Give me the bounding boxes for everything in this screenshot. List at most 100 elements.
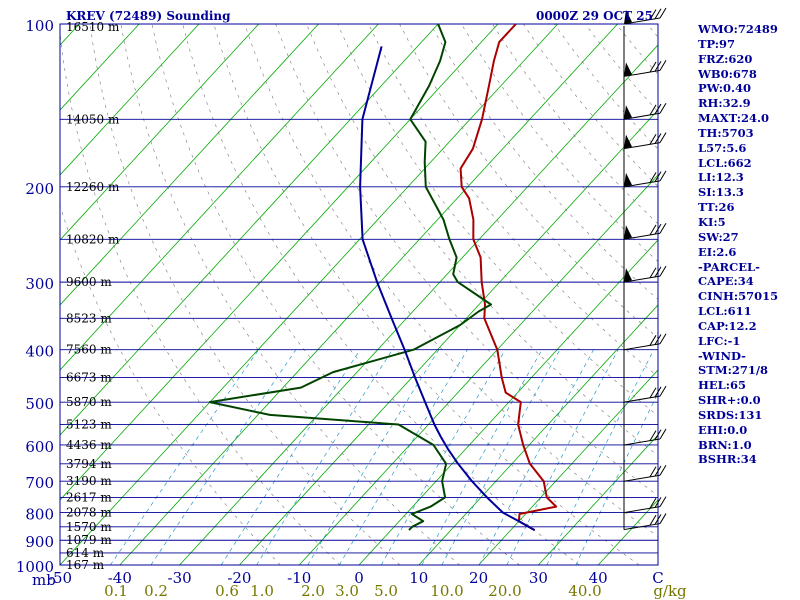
mixing-ratio-label: 5.0 (374, 582, 398, 600)
isotherm-line (298, 174, 658, 565)
height-label: 6673 m (66, 370, 112, 384)
sounding-series (208, 24, 558, 531)
wind-barb (623, 385, 667, 403)
temperature-tick-label: 10 (409, 569, 428, 587)
temperature-tick-label: C (652, 569, 663, 587)
isotherm-line (60, 24, 200, 176)
mixing-ratio-line (220, 349, 361, 565)
height-label: 3794 m (66, 457, 112, 471)
index-item: LCL:611 (698, 304, 752, 319)
isotherm-line (60, 24, 379, 371)
dewpoint-line (208, 24, 492, 531)
mixing-ratio-line (380, 349, 506, 565)
index-item: RH:32.9 (698, 96, 751, 111)
isotherm-line (478, 369, 658, 565)
index-item: EHI:0.0 (698, 422, 748, 437)
index-item: CINH:57015 (698, 289, 779, 304)
temperature-tick-label: -50 (48, 569, 72, 587)
index-item: LCL:662 (698, 155, 752, 170)
isotherm-line (119, 24, 618, 565)
mixing-ratio-label: 20.0 (488, 582, 521, 600)
pressure-tick-label: 600 (25, 438, 54, 456)
dry-adiabat-line (244, 24, 658, 537)
isotherm-line (60, 24, 559, 565)
pressure-tick-label: 1000 (16, 558, 54, 576)
temperature-tick-label: -40 (108, 569, 132, 587)
index-item: FRZ:620 (698, 51, 753, 66)
wind-barb (623, 60, 667, 77)
index-item: HEL:65 (698, 378, 746, 393)
mixing-ratio-line (150, 349, 297, 565)
index-item: EI:2.6 (698, 244, 737, 259)
plot-axes (59, 23, 659, 566)
index-item: SW:27 (698, 229, 739, 244)
index-item: CAP:12.2 (698, 318, 757, 333)
temperature-tick-label: 0 (354, 569, 364, 587)
isotherm-line (418, 304, 658, 565)
wind-barb (623, 7, 667, 25)
index-item: SHR+:0.0 (698, 393, 761, 408)
pressure-tick-label: 700 (25, 474, 54, 492)
index-item: WMO:72489 (698, 22, 778, 36)
pressure-tick-label: 500 (25, 395, 54, 413)
mixing-ratio-line (110, 349, 259, 565)
temperature-tick-label: 20 (469, 569, 488, 587)
height-label: 614 m (66, 546, 105, 560)
index-item: STM:271/8 (698, 363, 769, 378)
isotherm-line (0, 24, 20, 565)
dry-adiabat-line (275, 24, 658, 497)
parcel-line (359, 46, 536, 531)
height-label: 4436 m (66, 438, 112, 452)
wind-barb (623, 464, 667, 482)
mixing-ratio-unit: g/kg (653, 582, 687, 600)
isotherm-line (538, 434, 658, 565)
height-label: 12260 m (66, 180, 120, 194)
height-label: 1079 m (66, 533, 112, 547)
wind-profile (623, 7, 667, 531)
index-item: SI:13.3 (698, 185, 744, 200)
index-item: SRDS:131 (698, 407, 763, 422)
wind-barb (623, 223, 667, 240)
height-label: 10820 m (66, 232, 120, 246)
height-label: 167 m (66, 558, 105, 572)
isotherm-line (60, 24, 499, 501)
pressure-tick-label: 200 (25, 180, 54, 198)
plot-grid (0, 24, 658, 565)
chart-time: 0000Z 29 OCT 25 (536, 9, 653, 23)
mixing-ratio-label: 0.1 (104, 582, 128, 600)
height-label: 8523 m (66, 311, 112, 325)
height-label: 7560 m (66, 343, 112, 357)
wind-barb (623, 428, 667, 446)
mixing-ratio-label: 0.2 (144, 582, 168, 600)
wind-barb (623, 170, 667, 188)
chart-title: KREV (72489) Sounding (66, 9, 231, 23)
temperature-tick-label: 30 (529, 569, 548, 587)
mixing-ratio-label: 3.0 (335, 582, 359, 600)
isotherm-line (60, 24, 439, 436)
isotherm-line (60, 24, 319, 306)
mixing-ratio-line (421, 349, 543, 565)
mixing-ratio-line (478, 349, 594, 565)
sounding-indices: WMO:72489 TP:97 FRZ:620 WB0:678 PW:0.40 RH:32… (698, 22, 778, 467)
height-label: 5870 m (66, 395, 112, 409)
wind-barb (623, 496, 667, 514)
height-label: 1570 m (66, 520, 112, 534)
wind-barb (623, 265, 667, 283)
height-label: 2078 m (66, 506, 112, 520)
mixing-ratio-line (441, 349, 561, 565)
mixing-ratio-label: 2.0 (301, 582, 325, 600)
mixing-ratio-label: 10.0 (430, 582, 463, 600)
wind-barb (623, 333, 667, 351)
isotherm-line (179, 44, 658, 565)
index-item: TP:97 (698, 36, 736, 51)
pressure-tick-label: 400 (25, 343, 54, 361)
index-item: LFC:-1 (698, 333, 741, 348)
isotherm-line (239, 109, 658, 565)
index-item: WB0:678 (698, 66, 757, 81)
index-item: BRN:1.0 (698, 437, 752, 452)
pressure-tick-label: 100 (25, 17, 54, 35)
mixing-ratio-label: 0.6 (215, 582, 239, 600)
temperature-tick-label: -10 (287, 569, 311, 587)
